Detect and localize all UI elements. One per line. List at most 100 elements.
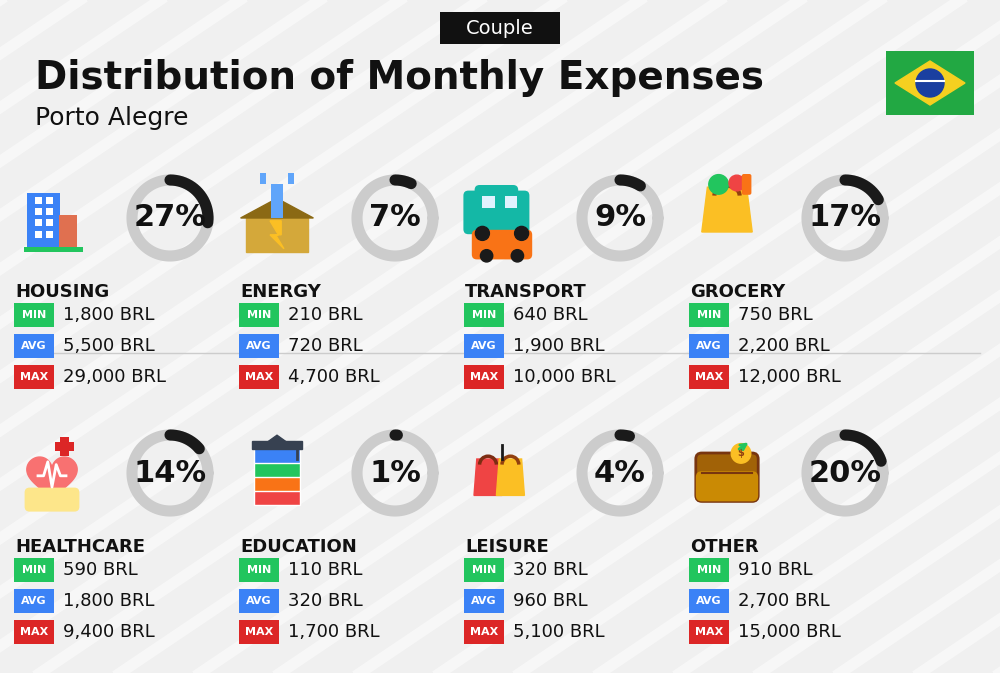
Text: 1%: 1% [369, 458, 421, 487]
Text: MAX: MAX [470, 627, 498, 637]
Text: MAX: MAX [20, 372, 48, 382]
Polygon shape [702, 187, 752, 232]
FancyBboxPatch shape [742, 174, 751, 194]
Text: 1,700 BRL: 1,700 BRL [288, 623, 380, 641]
FancyBboxPatch shape [260, 173, 266, 184]
FancyBboxPatch shape [25, 488, 79, 511]
Text: 110 BRL: 110 BRL [288, 561, 363, 579]
Text: EDUCATION: EDUCATION [240, 538, 357, 556]
FancyBboxPatch shape [475, 185, 518, 215]
FancyBboxPatch shape [464, 303, 504, 327]
FancyBboxPatch shape [24, 248, 83, 252]
FancyBboxPatch shape [14, 620, 54, 644]
FancyBboxPatch shape [35, 208, 42, 215]
Text: 720 BRL: 720 BRL [288, 337, 363, 355]
Text: 5,100 BRL: 5,100 BRL [513, 623, 605, 641]
FancyBboxPatch shape [254, 490, 300, 505]
FancyBboxPatch shape [464, 365, 504, 389]
Polygon shape [474, 459, 502, 495]
Text: 640 BRL: 640 BRL [513, 306, 588, 324]
Text: 1,900 BRL: 1,900 BRL [513, 337, 605, 355]
FancyBboxPatch shape [254, 476, 300, 491]
FancyBboxPatch shape [46, 208, 53, 215]
Text: 20%: 20% [808, 458, 882, 487]
FancyBboxPatch shape [239, 589, 279, 613]
Text: AVG: AVG [21, 341, 47, 351]
Text: Distribution of Monthly Expenses: Distribution of Monthly Expenses [35, 59, 764, 97]
Text: 750 BRL: 750 BRL [738, 306, 813, 324]
FancyBboxPatch shape [27, 192, 60, 249]
Text: MAX: MAX [245, 372, 273, 382]
Text: 9,400 BRL: 9,400 BRL [63, 623, 155, 641]
FancyBboxPatch shape [55, 442, 74, 451]
Polygon shape [257, 435, 297, 449]
Polygon shape [27, 457, 77, 503]
Text: MIN: MIN [247, 310, 271, 320]
Text: 29,000 BRL: 29,000 BRL [63, 368, 166, 386]
Text: 17%: 17% [808, 203, 882, 232]
FancyBboxPatch shape [482, 196, 495, 208]
Text: 320 BRL: 320 BRL [288, 592, 363, 610]
FancyBboxPatch shape [696, 471, 758, 501]
FancyBboxPatch shape [239, 365, 279, 389]
Text: MAX: MAX [695, 372, 723, 382]
FancyBboxPatch shape [46, 231, 53, 238]
Text: HEALTHCARE: HEALTHCARE [15, 538, 145, 556]
Text: MIN: MIN [22, 310, 46, 320]
Polygon shape [241, 199, 313, 218]
FancyBboxPatch shape [60, 437, 69, 456]
Text: 210 BRL: 210 BRL [288, 306, 363, 324]
FancyBboxPatch shape [464, 620, 504, 644]
Text: AVG: AVG [471, 596, 497, 606]
Text: AVG: AVG [471, 341, 497, 351]
FancyBboxPatch shape [14, 334, 54, 358]
FancyBboxPatch shape [440, 12, 560, 44]
Text: 2,200 BRL: 2,200 BRL [738, 337, 830, 355]
FancyBboxPatch shape [689, 365, 729, 389]
Text: $: $ [738, 448, 744, 458]
FancyBboxPatch shape [505, 196, 517, 208]
FancyBboxPatch shape [689, 620, 729, 644]
Text: 2,700 BRL: 2,700 BRL [738, 592, 830, 610]
Text: MAX: MAX [470, 372, 498, 382]
Text: AVG: AVG [696, 596, 722, 606]
Text: HOUSING: HOUSING [15, 283, 109, 301]
Text: MIN: MIN [247, 565, 271, 575]
FancyBboxPatch shape [464, 334, 504, 358]
Text: Porto Alegre: Porto Alegre [35, 106, 188, 130]
Text: 590 BRL: 590 BRL [63, 561, 138, 579]
Text: 14%: 14% [133, 458, 207, 487]
Polygon shape [246, 218, 308, 252]
Text: OTHER: OTHER [690, 538, 759, 556]
Polygon shape [270, 221, 284, 249]
Circle shape [729, 175, 745, 191]
FancyBboxPatch shape [14, 303, 54, 327]
FancyBboxPatch shape [886, 51, 974, 115]
Polygon shape [496, 459, 524, 495]
FancyBboxPatch shape [696, 453, 758, 501]
Text: MAX: MAX [695, 627, 723, 637]
Circle shape [480, 250, 493, 262]
Text: MAX: MAX [20, 627, 48, 637]
Text: AVG: AVG [246, 596, 272, 606]
FancyBboxPatch shape [463, 190, 529, 234]
Text: 960 BRL: 960 BRL [513, 592, 588, 610]
FancyBboxPatch shape [14, 589, 54, 613]
FancyBboxPatch shape [464, 558, 504, 582]
FancyBboxPatch shape [14, 365, 54, 389]
Text: 15,000 BRL: 15,000 BRL [738, 623, 841, 641]
FancyBboxPatch shape [288, 173, 294, 184]
Polygon shape [895, 61, 965, 105]
Text: GROCERY: GROCERY [690, 283, 785, 301]
Text: 12,000 BRL: 12,000 BRL [738, 368, 841, 386]
FancyBboxPatch shape [472, 229, 532, 259]
FancyBboxPatch shape [689, 303, 729, 327]
Text: 1,800 BRL: 1,800 BRL [63, 592, 154, 610]
Text: MIN: MIN [472, 310, 496, 320]
Circle shape [515, 226, 529, 240]
FancyBboxPatch shape [689, 334, 729, 358]
FancyBboxPatch shape [239, 620, 279, 644]
FancyBboxPatch shape [35, 197, 42, 204]
Text: AVG: AVG [21, 596, 47, 606]
Text: 9%: 9% [594, 203, 646, 232]
